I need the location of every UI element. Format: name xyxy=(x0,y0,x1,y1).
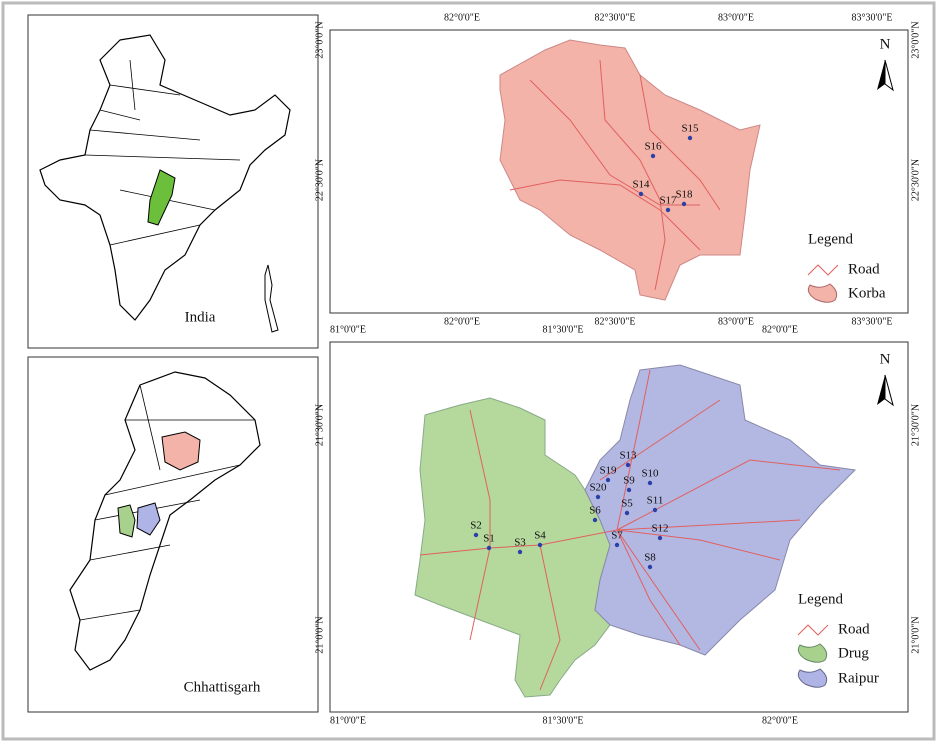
longitude-label: 82°0'0"E xyxy=(444,316,480,327)
latitude-label: 21°30'0"N xyxy=(910,404,921,446)
legend-swatch xyxy=(797,643,828,663)
legend-label: Road xyxy=(838,621,870,637)
station-marker xyxy=(626,487,632,493)
legend-road-symbol xyxy=(807,264,839,276)
longitude-label: 82°0'0"E xyxy=(444,12,480,23)
legend-title: Legend xyxy=(808,231,853,247)
drug-highlight xyxy=(117,504,136,538)
station-marker xyxy=(650,153,656,159)
korba-highlight xyxy=(161,431,201,471)
station-label: S1 xyxy=(483,533,495,545)
north-arrow xyxy=(884,59,894,92)
longitude-label: 82°0'0"E xyxy=(762,324,798,335)
latitude-label: 22°30'0"N xyxy=(910,159,921,201)
station-label: S17 xyxy=(659,195,677,207)
islands xyxy=(264,264,279,333)
station-marker xyxy=(605,477,611,483)
station-label: S2 xyxy=(470,520,482,532)
longitude-label: 81°30'0"E xyxy=(543,715,584,726)
korba-district xyxy=(499,39,761,301)
longitude-label: 82°30'0"E xyxy=(595,316,636,327)
station-marker xyxy=(614,542,620,548)
station-marker xyxy=(647,480,653,486)
roads xyxy=(509,59,721,291)
station-marker xyxy=(537,542,543,548)
station-label: S4 xyxy=(534,530,546,542)
longitude-label: 81°30'0"E xyxy=(543,324,584,335)
roads xyxy=(419,369,841,691)
station-label: S14 xyxy=(632,179,650,191)
longitude-label: 83°30'0"E xyxy=(852,12,893,23)
station-marker xyxy=(486,545,492,551)
longitude-label: 83°0'0"E xyxy=(718,12,754,23)
north-arrow xyxy=(877,375,885,405)
station-label: S8 xyxy=(644,552,656,564)
station-marker xyxy=(638,191,644,197)
drug-district xyxy=(414,397,611,698)
raipur-highlight xyxy=(136,502,161,536)
north-arrow xyxy=(877,60,885,90)
legend-title: Legend xyxy=(798,591,843,607)
latitude-label: 22°30'0"N xyxy=(314,159,325,201)
station-label: S20 xyxy=(589,482,607,494)
longitude-label: 81°0'0"E xyxy=(330,715,366,726)
station-marker xyxy=(657,535,663,541)
legend-label: Road xyxy=(848,261,880,277)
latitude-label: 21°30'0"N xyxy=(314,404,325,446)
station-label: S11 xyxy=(647,495,664,507)
chhattisgarh-highlight xyxy=(147,169,176,226)
inset-label: Chhattisgarh xyxy=(184,679,261,695)
legend-swatch xyxy=(807,283,838,303)
station-label: S10 xyxy=(641,468,659,480)
legend-swatch xyxy=(797,668,828,688)
station-marker xyxy=(625,462,631,468)
longitude-label: 81°0'0"E xyxy=(330,324,366,335)
station-label: S18 xyxy=(675,189,693,201)
north-label: N xyxy=(880,36,891,52)
station-label: S13 xyxy=(619,450,637,462)
station-marker xyxy=(647,564,653,570)
station-label: S6 xyxy=(589,505,601,517)
latitude-label: 21°0'0"N xyxy=(314,616,325,653)
station-marker xyxy=(624,510,630,516)
latitude-label: 21°0'0"N xyxy=(910,616,921,653)
station-label: S7 xyxy=(611,530,623,542)
station-label: S3 xyxy=(514,537,526,549)
legend-label: Raipur xyxy=(838,670,879,686)
station-marker xyxy=(681,201,687,207)
longitude-label: 82°30'0"E xyxy=(595,12,636,23)
north-arrow xyxy=(884,374,894,407)
north-label: N xyxy=(880,351,891,367)
station-marker xyxy=(652,507,658,513)
station-marker xyxy=(665,207,671,213)
inset-label: India xyxy=(185,309,216,325)
station-marker xyxy=(517,549,523,555)
longitude-label: 83°0'0"E xyxy=(718,316,754,327)
station-label: S15 xyxy=(681,123,699,135)
longitude-label: 82°0'0"E xyxy=(762,715,798,726)
station-label: S19 xyxy=(599,465,617,477)
station-label: S16 xyxy=(644,141,662,153)
station-marker xyxy=(687,135,693,141)
station-marker xyxy=(473,532,479,538)
station-marker xyxy=(595,494,601,500)
station-label: S12 xyxy=(651,523,668,535)
raipur-district xyxy=(584,364,857,656)
longitude-label: 83°30'0"E xyxy=(852,316,893,327)
state-boundaries xyxy=(84,59,241,246)
legend-label: Korba xyxy=(848,285,886,301)
legend-label: Drug xyxy=(838,645,869,661)
chhattisgarh-outline xyxy=(69,371,261,671)
legend-road-symbol xyxy=(797,624,829,636)
station-marker xyxy=(592,517,598,523)
station-label: S5 xyxy=(621,498,633,510)
latitude-label: 23°0'0"N xyxy=(314,21,325,58)
latitude-label: 23°0'0"N xyxy=(910,21,921,58)
station-label: S9 xyxy=(623,475,635,487)
